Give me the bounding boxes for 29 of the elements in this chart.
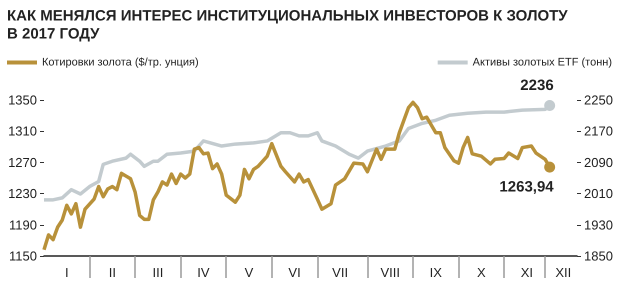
y2-tick-label: 2170 [584,124,613,139]
data-label: 1263,94 [499,178,554,196]
x-tick-label: IV [197,265,210,280]
y2-tick-label: 2010 [584,186,613,202]
x-tick-label: VII [332,265,348,280]
data-label: 2236 [520,76,554,94]
x-tick-label: VIII [380,265,400,280]
y-tick-label: 1270 [8,154,37,170]
x-tick-label: XII [555,265,572,280]
y-tick-label: 1310 [8,124,37,139]
x-tick-label: II [108,265,116,280]
y-tick-label: 1230 [8,186,37,202]
x-tick-label: XI [520,265,534,280]
x-tick-label: III [152,265,164,280]
x-tick-label: I [64,265,69,280]
x-tick-label: IX [430,265,442,280]
legend-label: Котировки золота ($/тр. унция) [42,56,199,68]
y2-tick-label: 2090 [584,154,613,170]
x-tick-label: VI [288,265,301,280]
legend-label: Активы золотых ETF (тонн) [472,56,612,68]
x-tick-label: V [244,265,254,280]
chart-title: КАК МЕНЯЛСЯ ИНТЕРЕС ИНСТИТУЦИОНАЛЬНЫХ ИНВЕСТОРОВ К ЗОЛОТУ В 2017 ГОДУ [7,8,568,42]
y-tick-label: 1150 [9,248,37,264]
y2-tick-label: 2250 [584,92,613,108]
y2-tick-label: 1850 [584,248,613,264]
y-tick-label: 1190 [9,217,37,232]
x-tick-label: X [476,265,486,280]
y2-tick-label: 1930 [584,217,613,232]
y-tick-label: 1350 [8,92,37,108]
